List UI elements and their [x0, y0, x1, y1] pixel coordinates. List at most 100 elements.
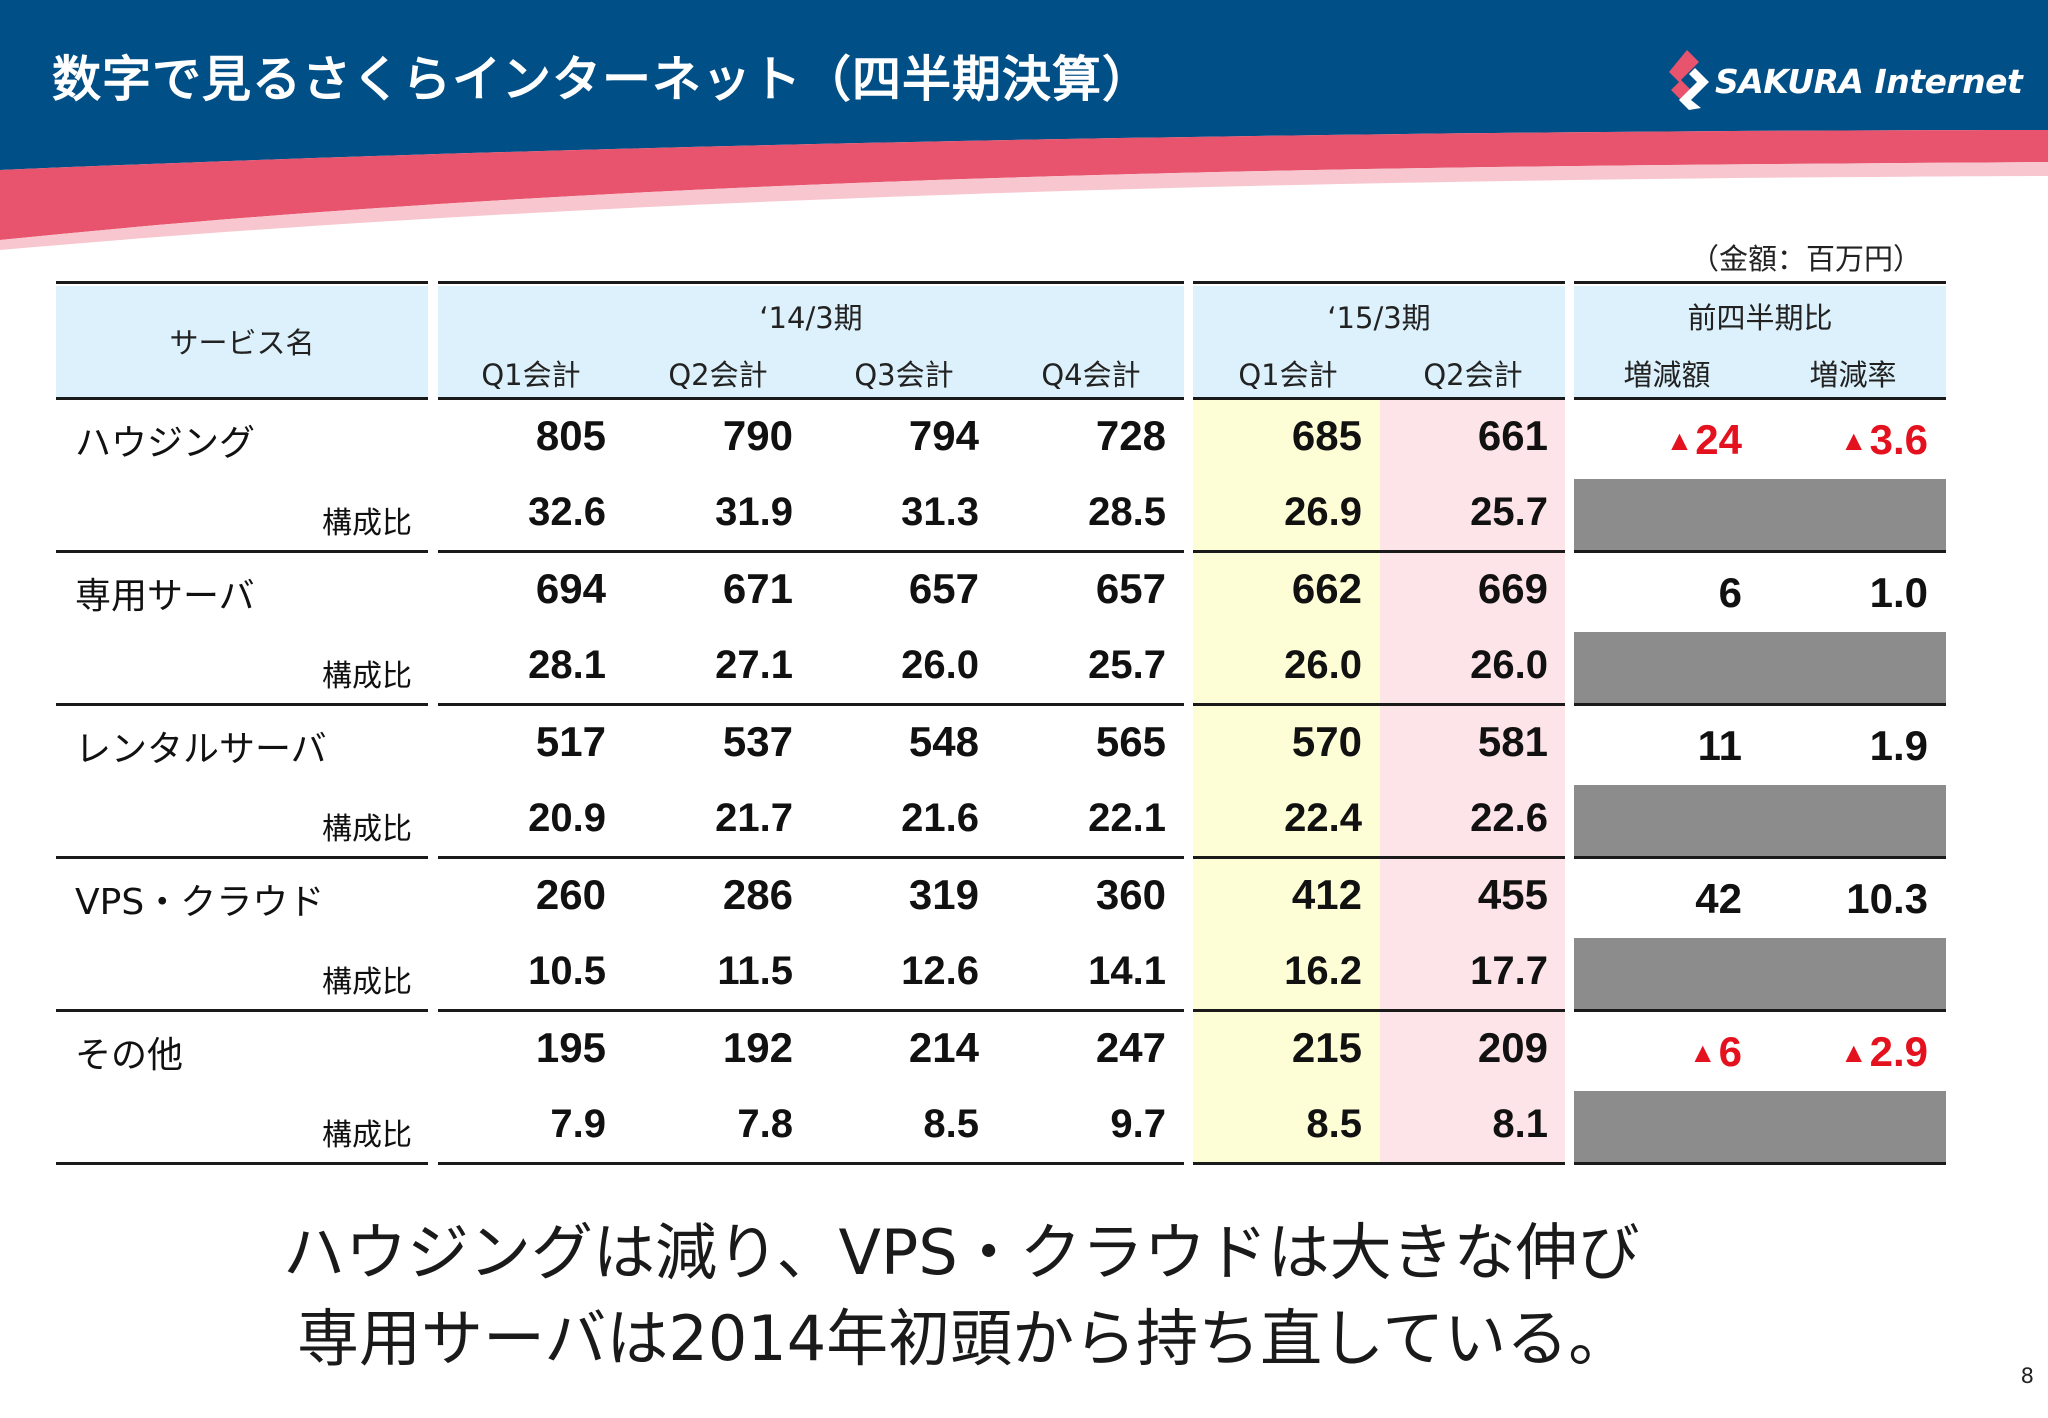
unit-note: （金額：百万円） [1689, 242, 1922, 276]
service-name-header: サービス名 [169, 326, 315, 360]
change-value-text: 11 [1697, 722, 1742, 769]
sales-value: 548 [908, 718, 979, 765]
ratio-value: 11.5 [717, 949, 793, 993]
table-header-bg [1574, 286, 1946, 397]
change-amount: ▲24 [1522, 416, 1742, 464]
ratio-value: 28.1 [528, 643, 606, 687]
table-header-rule [1193, 397, 1565, 400]
service-name: レンタルサーバ [75, 729, 327, 770]
change-value-text: 6 [1718, 1028, 1742, 1075]
blank-cell [1574, 785, 1946, 857]
row-separator [1574, 1162, 1946, 1165]
table-header-bg [438, 286, 1184, 397]
ratio-value: 28.5 [1088, 490, 1166, 534]
sales-value: 195 [535, 1024, 606, 1071]
ratio-value: 17.7 [1470, 949, 1548, 993]
ratio-value: 31.3 [901, 490, 979, 534]
change-value-text: 24 [1695, 416, 1742, 463]
row-separator [1574, 1009, 1946, 1012]
ratio-value: 31.9 [715, 490, 793, 534]
sales-value: 657 [908, 565, 979, 612]
decrease-triangle-icon: ▲ [1839, 1037, 1868, 1068]
change-rate: 10.3 [1708, 875, 1928, 923]
ratio-value: 25.7 [1088, 643, 1166, 687]
summary-line-2: 専用サーバは2014年初頭から持ち直している。 [297, 1302, 1631, 1375]
row-separator [1574, 703, 1946, 706]
row-separator [1574, 856, 1946, 859]
decrease-triangle-icon: ▲ [1688, 1037, 1717, 1068]
sales-value: 517 [535, 718, 606, 765]
table-top-rule [1193, 281, 1565, 284]
sales-value: 685 [1291, 412, 1362, 459]
row-separator [438, 703, 1184, 706]
sales-value: 694 [535, 565, 606, 612]
row-separator [1193, 856, 1565, 859]
row-separator [1193, 703, 1565, 706]
q1-2015-highlight [1193, 400, 1380, 1165]
sales-value: 319 [908, 871, 979, 918]
ratio-label: 構成比 [322, 659, 412, 694]
sales-value: 360 [1095, 871, 1166, 918]
sales-value: 662 [1291, 565, 1362, 612]
blank-cell [1574, 479, 1946, 551]
change-value-text: 1.9 [1869, 722, 1928, 769]
change-value-text: 3.6 [1869, 416, 1928, 463]
change-value-text: 1.0 [1869, 569, 1928, 616]
period-2014-header: ‘14/3期 [759, 301, 863, 335]
ratio-value: 14.1 [1088, 949, 1166, 993]
row-separator [1574, 550, 1946, 553]
row-separator [56, 856, 428, 859]
change-value-text: 2.9 [1869, 1028, 1928, 1075]
ratio-value: 26.0 [1284, 643, 1362, 687]
sales-value: 661 [1477, 412, 1548, 459]
ratio-value: 16.2 [1284, 949, 1362, 993]
row-separator [56, 703, 428, 706]
sales-value: 805 [535, 412, 606, 459]
sales-value: 581 [1477, 718, 1548, 765]
sales-value: 214 [908, 1024, 979, 1071]
row-separator [438, 1162, 1184, 1165]
sales-value: 657 [1095, 565, 1166, 612]
ratio-value: 12.6 [901, 949, 979, 993]
change-rate: 1.9 [1708, 722, 1928, 770]
column-header: Q2会計 [668, 358, 768, 392]
table-top-rule [438, 281, 1184, 284]
table-header-rule [1574, 397, 1946, 400]
change-rate: 1.0 [1708, 569, 1928, 617]
header-banner: 数字で見るさくらインターネット（四半期決算） SAKURA Internet [0, 0, 2048, 250]
ratio-value: 22.6 [1470, 796, 1548, 840]
sales-value: 671 [722, 565, 793, 612]
ratio-value: 10.5 [528, 949, 606, 993]
column-header: Q3会計 [854, 358, 954, 392]
service-name: VPS・クラウド [75, 882, 325, 923]
ratio-value: 32.6 [528, 490, 606, 534]
row-separator [1193, 1162, 1565, 1165]
table-header-bg [56, 286, 428, 397]
change-value-text: 10.3 [1846, 875, 1928, 922]
row-separator [1193, 550, 1565, 553]
sales-value: 794 [908, 412, 979, 459]
column-header: Q1会計 [481, 358, 581, 392]
ratio-label: 構成比 [322, 965, 412, 1000]
sakura-logo-icon [1669, 50, 1709, 110]
sales-value: 209 [1477, 1024, 1548, 1071]
row-separator [56, 1162, 428, 1165]
decrease-triangle-icon: ▲ [1839, 425, 1868, 456]
ratio-value: 8.5 [923, 1102, 979, 1146]
ratio-value: 26.9 [1284, 490, 1362, 534]
row-separator [438, 856, 1184, 859]
sakura-logo: SAKURA Internet [1665, 48, 2023, 118]
sales-value: 247 [1095, 1024, 1166, 1071]
change-rate: ▲3.6 [1708, 416, 1928, 464]
service-name: その他 [75, 1035, 184, 1076]
slide-title: 数字で見るさくらインターネット（四半期決算） [52, 51, 1153, 108]
ratio-value: 8.5 [1306, 1102, 1362, 1146]
period-2015-header: ‘15/3期 [1327, 301, 1431, 335]
blank-cell [1574, 632, 1946, 704]
row-separator [438, 550, 1184, 553]
ratio-value: 27.1 [715, 643, 793, 687]
blank-cell [1574, 938, 1946, 1010]
table-header-bg [1193, 286, 1565, 397]
qoq-change-header: 前四半期比 [1687, 301, 1833, 335]
row-separator [438, 1009, 1184, 1012]
